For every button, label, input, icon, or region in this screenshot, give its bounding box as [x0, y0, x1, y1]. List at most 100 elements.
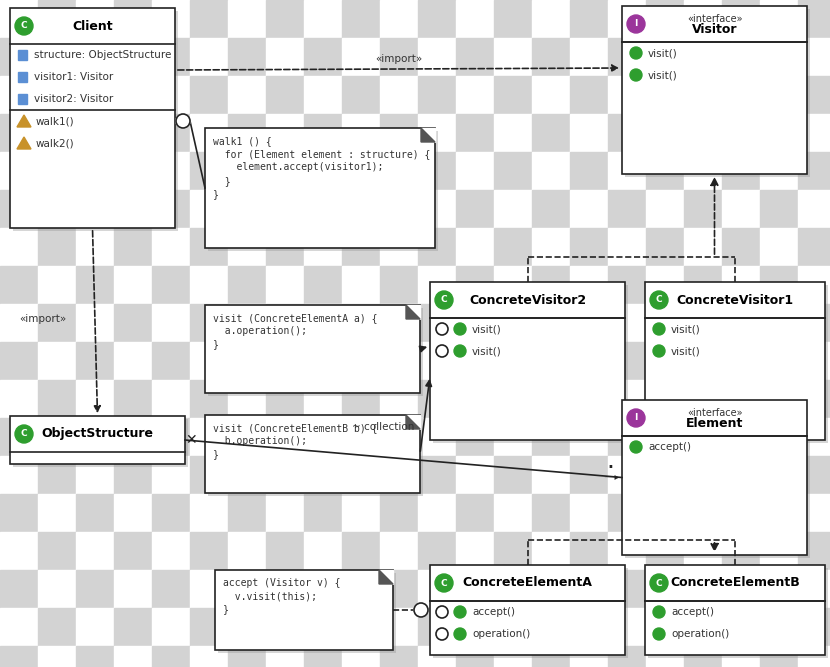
- Bar: [532, 266, 570, 304]
- Bar: [418, 456, 456, 494]
- Circle shape: [653, 323, 665, 335]
- Bar: [304, 152, 342, 190]
- Bar: [380, 342, 418, 380]
- Bar: [645, 282, 825, 440]
- Bar: [76, 0, 114, 38]
- Bar: [722, 646, 760, 667]
- Bar: [684, 266, 722, 304]
- Bar: [190, 342, 228, 380]
- Bar: [304, 228, 342, 266]
- Bar: [0, 380, 38, 418]
- Bar: [190, 114, 228, 152]
- Bar: [266, 532, 304, 570]
- Bar: [418, 304, 456, 342]
- Bar: [798, 152, 830, 190]
- Bar: [798, 0, 830, 38]
- Text: visit(): visit(): [472, 324, 502, 334]
- Text: «import»: «import»: [375, 54, 422, 64]
- Bar: [684, 608, 722, 646]
- Bar: [625, 403, 810, 558]
- Polygon shape: [379, 570, 393, 584]
- Bar: [228, 228, 266, 266]
- Bar: [266, 380, 304, 418]
- Bar: [430, 565, 625, 655]
- Bar: [646, 494, 684, 532]
- Bar: [722, 570, 760, 608]
- Bar: [266, 152, 304, 190]
- Bar: [152, 114, 190, 152]
- Bar: [494, 608, 532, 646]
- Circle shape: [630, 69, 642, 81]
- Bar: [494, 570, 532, 608]
- Bar: [570, 0, 608, 38]
- Text: ~ collection: ~ collection: [352, 422, 415, 432]
- Bar: [76, 304, 114, 342]
- Bar: [532, 570, 570, 608]
- Text: structure: ObjectStructure: structure: ObjectStructure: [34, 50, 171, 60]
- Bar: [532, 342, 570, 380]
- Text: visit(): visit(): [648, 70, 678, 80]
- Bar: [304, 114, 342, 152]
- Bar: [0, 570, 38, 608]
- Bar: [152, 0, 190, 38]
- Bar: [418, 266, 456, 304]
- Bar: [456, 304, 494, 342]
- Bar: [798, 304, 830, 342]
- Bar: [304, 532, 342, 570]
- Bar: [646, 114, 684, 152]
- Bar: [304, 380, 342, 418]
- Bar: [380, 380, 418, 418]
- Bar: [228, 608, 266, 646]
- Bar: [456, 608, 494, 646]
- Text: accept(): accept(): [671, 607, 714, 617]
- Bar: [646, 456, 684, 494]
- Bar: [342, 152, 380, 190]
- Bar: [266, 114, 304, 152]
- Bar: [114, 456, 152, 494]
- Bar: [38, 304, 76, 342]
- Bar: [532, 190, 570, 228]
- Bar: [456, 76, 494, 114]
- Bar: [266, 608, 304, 646]
- Bar: [622, 6, 807, 174]
- Bar: [570, 418, 608, 456]
- Bar: [38, 152, 76, 190]
- Bar: [342, 38, 380, 76]
- Bar: [76, 114, 114, 152]
- Circle shape: [436, 323, 448, 335]
- Bar: [380, 228, 418, 266]
- Bar: [430, 282, 625, 440]
- Bar: [304, 304, 342, 342]
- Bar: [760, 532, 798, 570]
- Polygon shape: [379, 570, 393, 584]
- Bar: [76, 152, 114, 190]
- Bar: [456, 228, 494, 266]
- Circle shape: [454, 323, 466, 335]
- Circle shape: [436, 606, 448, 618]
- Bar: [570, 114, 608, 152]
- Bar: [342, 228, 380, 266]
- Bar: [114, 152, 152, 190]
- Bar: [494, 0, 532, 38]
- Bar: [304, 494, 342, 532]
- Bar: [228, 456, 266, 494]
- Bar: [205, 305, 420, 393]
- Bar: [152, 38, 190, 76]
- Bar: [433, 285, 628, 443]
- Bar: [114, 532, 152, 570]
- Bar: [684, 190, 722, 228]
- Bar: [494, 380, 532, 418]
- Bar: [190, 152, 228, 190]
- Text: accept(): accept(): [648, 442, 691, 452]
- Text: C: C: [21, 21, 27, 31]
- Bar: [722, 38, 760, 76]
- Bar: [798, 76, 830, 114]
- Bar: [684, 532, 722, 570]
- Bar: [418, 152, 456, 190]
- Bar: [418, 76, 456, 114]
- Bar: [722, 342, 760, 380]
- Bar: [760, 646, 798, 667]
- Bar: [570, 494, 608, 532]
- Text: Client: Client: [72, 19, 113, 33]
- Bar: [76, 494, 114, 532]
